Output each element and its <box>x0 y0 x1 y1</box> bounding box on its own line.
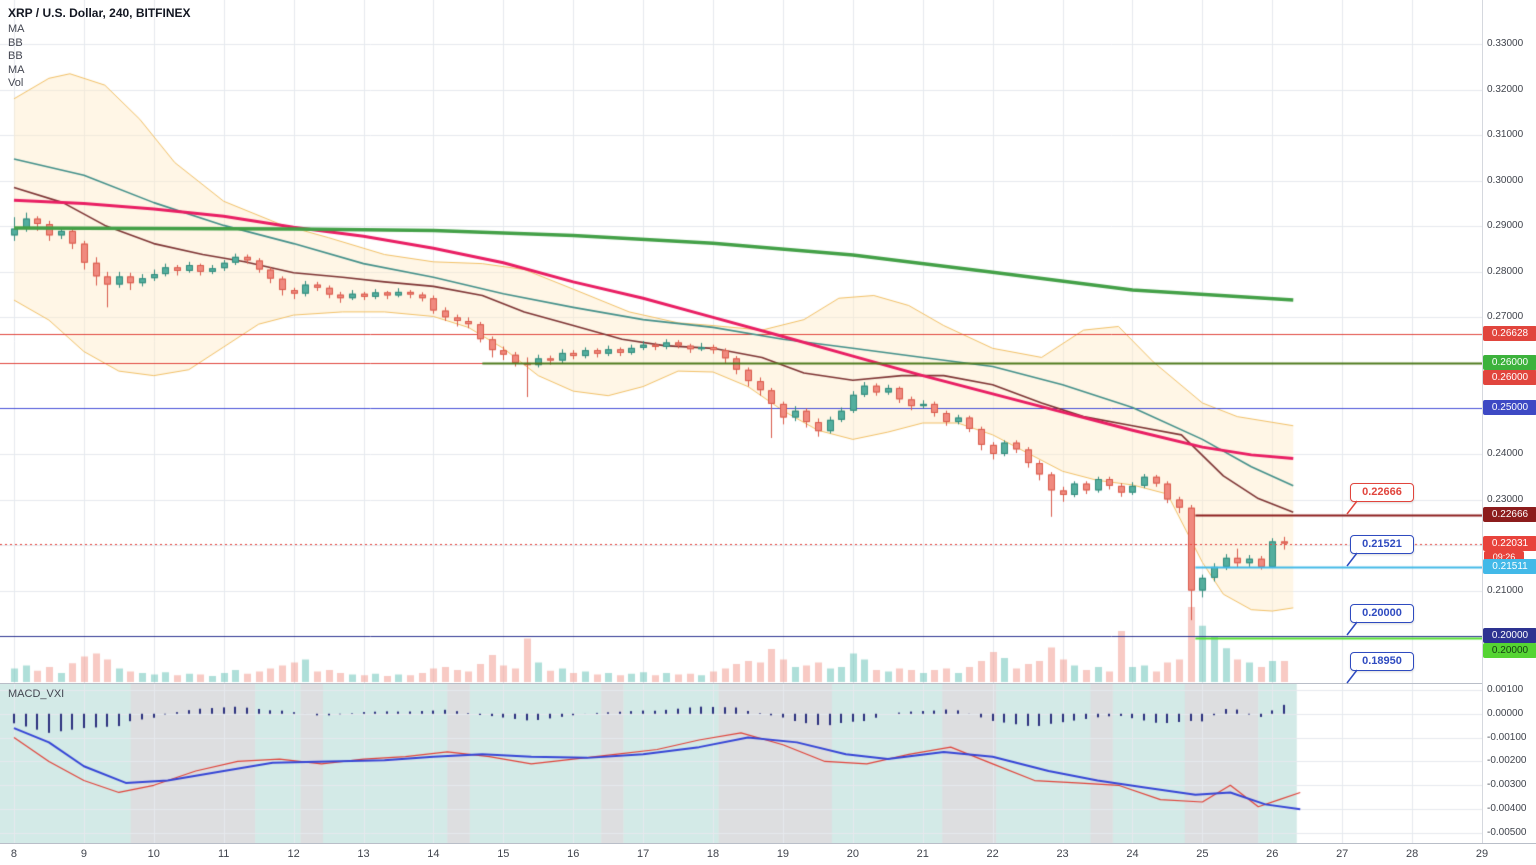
time-tick-label: 14 <box>427 848 440 860</box>
indicator-label-ma-2[interactable]: MA <box>8 63 25 76</box>
time-tick-label: 29 <box>1475 848 1489 860</box>
macd-tick-label: -0.00500 <box>1487 826 1527 838</box>
price-tick-label: 0.21000 <box>1487 584 1524 596</box>
time-tick-label: 19 <box>776 848 790 860</box>
price-axis-chip: 0.26000 <box>1483 354 1536 370</box>
price-tick-label: 0.33000 <box>1487 38 1524 50</box>
time-tick-label: 10 <box>147 848 160 860</box>
time-tick-label: 13 <box>357 848 370 860</box>
price-tick-label: 0.30000 <box>1487 174 1524 186</box>
alert-label-pointer <box>1346 669 1358 684</box>
time-tick-label: 22 <box>986 848 999 860</box>
price-tick-label: 0.24000 <box>1487 447 1524 459</box>
alert-price-label[interactable]: 0.20000 <box>1346 604 1414 636</box>
time-tick-label: 25 <box>1196 848 1209 860</box>
macd-tick-label: -0.00300 <box>1487 779 1527 791</box>
macd-tick-label: -0.00200 <box>1487 755 1527 767</box>
time-tick-label: 18 <box>706 848 720 860</box>
price-axis-chip: 0.22666 <box>1483 506 1536 522</box>
alert-label-pointer <box>1346 500 1358 515</box>
price-axis-chip: 0.20000 <box>1483 628 1536 644</box>
price-tick-label: 0.32000 <box>1487 83 1524 95</box>
macd-tick-label: -0.00400 <box>1487 803 1527 815</box>
macd-indicator-label[interactable]: MACD_VXI <box>8 688 65 700</box>
alert-price-label[interactable]: 0.18950 <box>1346 651 1414 684</box>
time-tick-label: 27 <box>1336 848 1349 860</box>
time-tick-label: 15 <box>497 848 510 860</box>
price-tick-label: 0.23000 <box>1487 493 1524 505</box>
price-axis-chip: 0.25000 <box>1483 400 1536 416</box>
macd-tick-label: -0.00100 <box>1487 731 1527 743</box>
price-tick-label: 0.29000 <box>1487 220 1524 232</box>
price-tick-label: 0.28000 <box>1487 265 1524 277</box>
legend: XRP / U.S. Dollar, 240, BITFINEX MA BB B… <box>8 6 191 91</box>
price-tick-label: 0.31000 <box>1487 129 1524 141</box>
price-tick-label: 0.27000 <box>1487 311 1524 323</box>
price-pane-canvas[interactable] <box>0 0 1482 683</box>
time-tick-label: 21 <box>916 848 929 860</box>
time-tick-label: 23 <box>1056 848 1069 860</box>
time-tick-label: 28 <box>1405 848 1419 860</box>
macd-tick-label: 0.00100 <box>1487 683 1524 695</box>
time-axis[interactable]: 8 9 10 11 12 13 14 15 16 17 18 19 20 21 22 23 24 25 26 27 28… <box>0 843 1536 865</box>
alert-price-label[interactable]: 0.21521 <box>1346 534 1414 567</box>
alert-price-label[interactable]: 0.22666 <box>1346 482 1414 515</box>
time-tick-label: 20 <box>846 848 859 860</box>
time-tick-label: 17 <box>637 848 650 860</box>
symbol-title[interactable]: XRP / U.S. Dollar, 240, BITFINEX <box>8 6 191 20</box>
price-axis-chip: 0.26000 <box>1483 369 1536 385</box>
indicator-label-ma-1[interactable]: MA <box>8 23 25 35</box>
price-axis-chip: 0.22031 <box>1483 535 1536 551</box>
indicator-label-bb-1[interactable]: BB <box>8 36 23 49</box>
time-tick-label: 8 <box>10 848 18 860</box>
price-axis[interactable]: 0.33000 0.32000 0.31000 0.30000 0.29000 0.280… <box>1482 0 1536 843</box>
time-tick-label: 26 <box>1266 848 1279 860</box>
time-tick-label: 9 <box>80 848 87 860</box>
time-tick-label: 24 <box>1126 848 1139 860</box>
macd-pane-canvas[interactable] <box>0 683 1482 843</box>
pane-separator[interactable] <box>0 683 1536 684</box>
indicator-label-bb-2[interactable]: BB <box>8 50 23 62</box>
price-axis-chip: 0.26628 <box>1483 326 1536 342</box>
indicator-label-vol[interactable]: Vol <box>8 77 24 89</box>
time-tick-label: 11 <box>217 848 230 860</box>
macd-tick-label: 0.00000 <box>1487 707 1524 719</box>
price-axis-chip: 0.21511 <box>1483 559 1536 575</box>
alert-label-pointer <box>1346 621 1358 636</box>
alert-label-pointer <box>1346 552 1358 567</box>
time-tick-label: 16 <box>567 848 580 860</box>
price-axis-chip: 0.20000 <box>1483 643 1536 659</box>
time-tick-label: 12 <box>287 848 300 860</box>
